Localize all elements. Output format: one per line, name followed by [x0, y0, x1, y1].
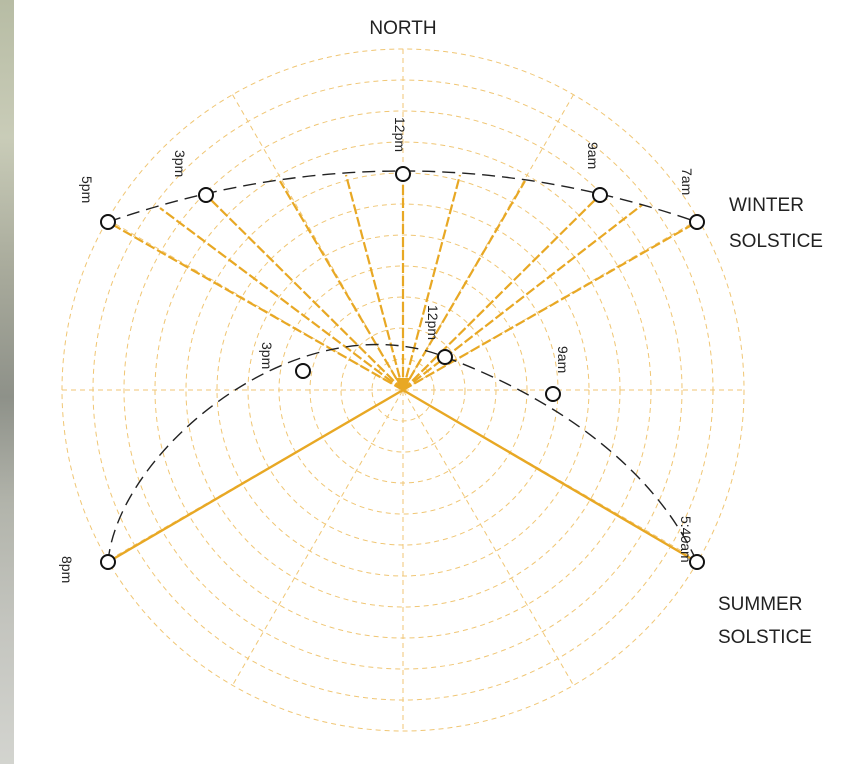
time-label-7am: 7am: [679, 168, 695, 195]
north-label: NORTH: [369, 18, 436, 39]
winter-solstice-label-line1: WINTER: [729, 195, 804, 216]
time-marker: [295, 363, 311, 379]
time-label-3pm-winter: 3pm: [172, 150, 188, 177]
grid-ring: [123, 110, 683, 670]
winter-sun-ray: [401, 174, 462, 391]
summer-sun-ray: [402, 388, 698, 564]
winter-sun-ray: [402, 221, 698, 391]
time-label-5pm: 5pm: [79, 176, 95, 203]
time-label-12pm-summer: 12pm: [425, 305, 441, 340]
time-marker: [689, 214, 705, 230]
grid-spoke: [232, 94, 574, 686]
winter-sun-ray: [279, 180, 404, 391]
time-marker: [100, 214, 116, 230]
rays-origin-mark: [395, 378, 411, 391]
time-label-8pm: 8pm: [59, 556, 75, 583]
time-marker: [395, 166, 411, 182]
summer-sun-ray: [107, 388, 404, 564]
summer-solstice-label-line2: SOLSTICE: [718, 627, 812, 648]
time-marker: [689, 554, 705, 570]
time-label-540am: 5:40am: [678, 516, 694, 563]
time-label-9am-summer: 9am: [555, 346, 571, 373]
winter-sun-ray: [344, 174, 405, 391]
grid-spoke: [232, 94, 574, 686]
winter-sun-ray: [402, 204, 643, 391]
sun-rays: [107, 174, 698, 564]
winter-sun-ray: [205, 194, 404, 391]
grid-spoke: [107, 219, 699, 561]
summer-solstice-path: [107, 344, 698, 563]
summer-solstice-label-line1: SUMMER: [718, 594, 802, 615]
winter-solstice-label-line2: SOLSTICE: [729, 231, 823, 252]
winter-sun-ray: [107, 221, 404, 391]
time-marker: [100, 554, 116, 570]
background-photo-edge: [0, 0, 14, 764]
winter-sun-ray: [402, 180, 526, 391]
time-label-3pm-summer: 3pm: [259, 342, 275, 369]
time-marker: [545, 386, 561, 402]
winter-sun-ray: [159, 207, 404, 391]
time-label-12pm-winter: 12pm: [392, 117, 408, 152]
time-label-9am-winter: 9am: [585, 142, 601, 169]
time-marker: [437, 349, 453, 365]
time-marker: [198, 187, 214, 203]
time-marker: [592, 187, 608, 203]
winter-sun-ray: [402, 194, 601, 391]
time-markers: [100, 166, 705, 570]
